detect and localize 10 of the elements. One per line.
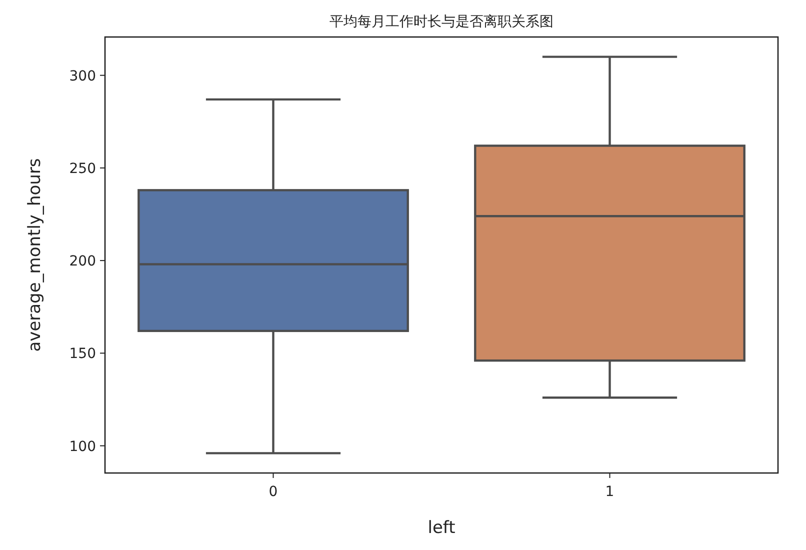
y-tick-label: 150 bbox=[69, 346, 96, 362]
x-tick-label: 1 bbox=[605, 484, 614, 500]
y-tick-label: 300 bbox=[69, 68, 96, 84]
x-axis-title: left bbox=[428, 518, 456, 538]
y-tick-label: 250 bbox=[69, 160, 96, 177]
y-tick-label: 200 bbox=[69, 254, 96, 270]
y-axis-title: average_montly_hours bbox=[25, 158, 45, 352]
x-tick-label: 0 bbox=[268, 484, 278, 500]
y-tick-label: 100 bbox=[69, 438, 96, 455]
chart-title: 平均每月工作时长与是否离职关系图 bbox=[330, 14, 554, 30]
